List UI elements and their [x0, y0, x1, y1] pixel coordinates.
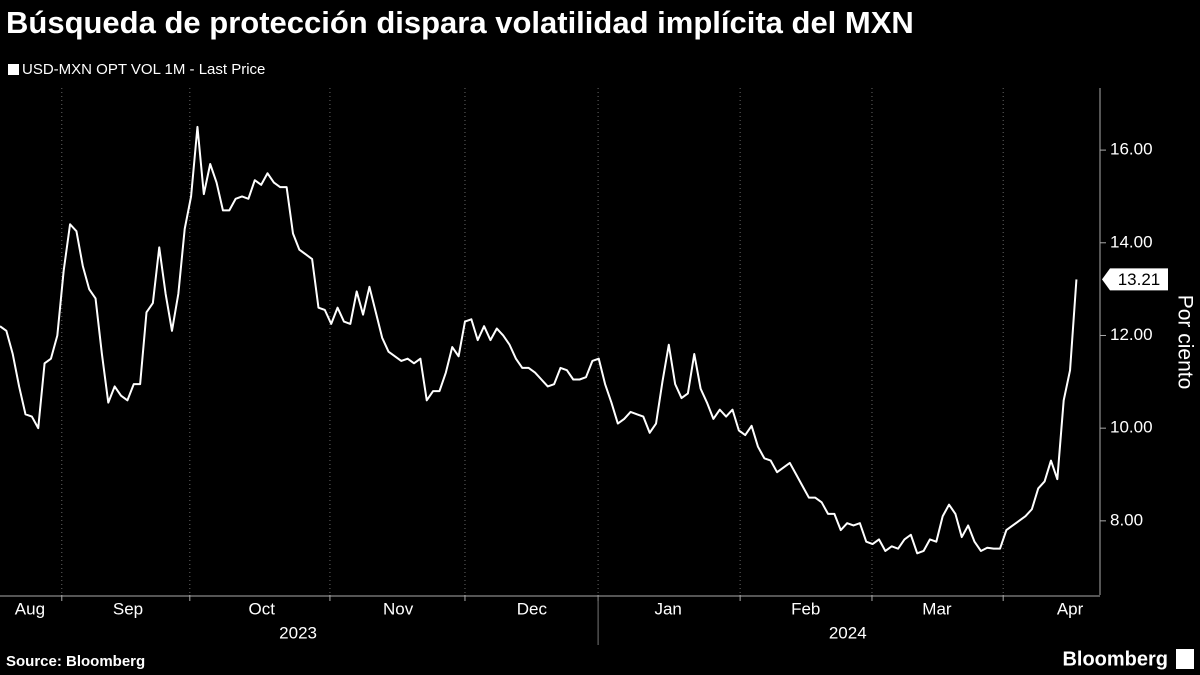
x-tick-label: Feb: [791, 599, 820, 618]
source: Source: Bloomberg: [6, 653, 145, 670]
x-tick-label: Sep: [113, 599, 143, 618]
last-value-label: 13.21: [1118, 270, 1161, 289]
y-tick-label: 16.00: [1110, 140, 1153, 159]
y-tick-label: 14.00: [1110, 232, 1153, 251]
x-tick-label: Mar: [922, 599, 952, 618]
line-series: [0, 125, 1078, 555]
y-tick-label: 12.00: [1110, 325, 1153, 344]
x-year-label: 2024: [829, 623, 867, 642]
y-tick-label: 10.00: [1110, 418, 1153, 437]
chart-title: Búsqueda de protección dispara volatilid…: [6, 5, 914, 40]
legend-swatch: [8, 64, 19, 75]
brand: Bloomberg: [1062, 648, 1168, 670]
x-year-label: 2023: [279, 623, 317, 642]
x-tick-label: Aug: [15, 599, 45, 618]
x-tick-label: Jan: [654, 599, 681, 618]
x-tick-label: Apr: [1057, 599, 1084, 618]
x-tick-label: Dec: [517, 599, 548, 618]
last-value-flag: [1102, 268, 1168, 291]
y-axis-label: Por ciento: [1173, 295, 1196, 390]
x-tick-label: Oct: [249, 599, 276, 618]
legend-label: USD-MXN OPT VOL 1M - Last Price: [22, 61, 265, 78]
brand-icon: [1176, 649, 1194, 669]
y-tick-label: 8.00: [1110, 510, 1143, 529]
x-tick-label: Nov: [383, 599, 414, 618]
